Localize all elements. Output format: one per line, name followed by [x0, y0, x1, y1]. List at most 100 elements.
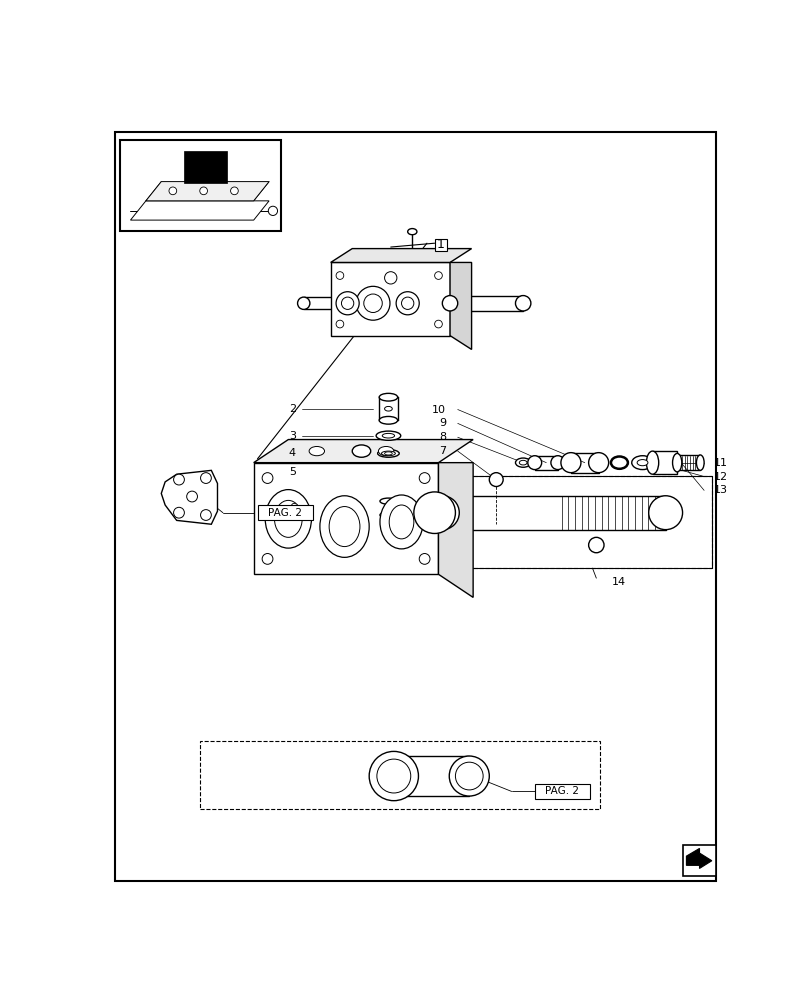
Circle shape — [418, 473, 430, 483]
Bar — [434, 239, 446, 251]
Circle shape — [200, 473, 211, 483]
Circle shape — [174, 507, 184, 518]
Ellipse shape — [320, 496, 369, 557]
Circle shape — [187, 491, 197, 502]
Circle shape — [200, 187, 208, 195]
Ellipse shape — [379, 393, 397, 401]
Bar — [200, 741, 599, 809]
Ellipse shape — [672, 453, 681, 472]
Ellipse shape — [425, 496, 459, 530]
Text: PAG. 2: PAG. 2 — [545, 786, 579, 796]
Circle shape — [341, 297, 354, 309]
Text: 9: 9 — [439, 418, 445, 428]
Circle shape — [268, 206, 277, 215]
Circle shape — [356, 286, 389, 320]
Text: 10: 10 — [431, 405, 445, 415]
Ellipse shape — [588, 453, 608, 473]
Circle shape — [588, 537, 603, 553]
Ellipse shape — [388, 505, 414, 539]
Bar — [120, 140, 281, 231]
Polygon shape — [131, 201, 268, 220]
Polygon shape — [330, 262, 449, 336]
Ellipse shape — [384, 452, 392, 455]
Bar — [682, 845, 715, 876]
Ellipse shape — [274, 500, 302, 537]
Bar — [534, 784, 590, 799]
Text: 11: 11 — [713, 458, 727, 468]
Circle shape — [230, 187, 238, 195]
Ellipse shape — [696, 455, 703, 470]
Ellipse shape — [380, 495, 423, 549]
Circle shape — [336, 292, 358, 315]
Circle shape — [384, 272, 397, 284]
Polygon shape — [685, 848, 711, 868]
Ellipse shape — [379, 416, 397, 424]
Ellipse shape — [560, 453, 580, 473]
Polygon shape — [652, 451, 676, 474]
Text: 2: 2 — [289, 404, 296, 414]
Ellipse shape — [610, 456, 627, 469]
Ellipse shape — [455, 762, 483, 790]
Ellipse shape — [376, 759, 410, 793]
Circle shape — [169, 187, 177, 195]
Text: 1: 1 — [436, 238, 444, 251]
Ellipse shape — [646, 451, 658, 474]
Ellipse shape — [414, 492, 455, 533]
Circle shape — [396, 292, 418, 315]
Text: 5: 5 — [289, 467, 296, 477]
Circle shape — [200, 510, 211, 520]
Ellipse shape — [378, 446, 393, 456]
Text: 13: 13 — [713, 485, 727, 495]
Bar — [257, 505, 312, 520]
Ellipse shape — [550, 456, 564, 470]
Ellipse shape — [448, 756, 489, 796]
Text: 4: 4 — [289, 448, 296, 458]
Ellipse shape — [309, 446, 324, 456]
Ellipse shape — [648, 496, 682, 530]
Ellipse shape — [265, 490, 311, 548]
Bar — [438, 476, 711, 568]
Ellipse shape — [352, 445, 371, 457]
Text: 7: 7 — [439, 446, 445, 456]
Text: 8: 8 — [439, 432, 445, 442]
Ellipse shape — [384, 406, 392, 411]
Ellipse shape — [328, 507, 359, 547]
Circle shape — [363, 294, 382, 312]
Polygon shape — [161, 470, 217, 524]
Ellipse shape — [527, 456, 541, 470]
Ellipse shape — [377, 450, 399, 457]
Polygon shape — [253, 463, 438, 574]
Circle shape — [434, 272, 442, 279]
Polygon shape — [438, 463, 473, 597]
Circle shape — [418, 554, 430, 564]
Ellipse shape — [515, 296, 530, 311]
Ellipse shape — [381, 451, 395, 456]
Text: 3: 3 — [289, 431, 296, 441]
Text: 14: 14 — [611, 577, 625, 587]
Circle shape — [434, 320, 442, 328]
Ellipse shape — [382, 433, 394, 438]
Polygon shape — [253, 440, 473, 463]
Ellipse shape — [519, 460, 526, 465]
Circle shape — [489, 473, 503, 487]
Text: PAG. 2: PAG. 2 — [268, 508, 302, 518]
Ellipse shape — [631, 456, 653, 470]
Ellipse shape — [384, 522, 392, 527]
Ellipse shape — [442, 296, 457, 311]
Circle shape — [262, 473, 272, 483]
Circle shape — [174, 474, 184, 485]
Ellipse shape — [515, 458, 530, 467]
Circle shape — [401, 297, 414, 309]
Bar — [184, 151, 226, 183]
Polygon shape — [146, 182, 268, 201]
Circle shape — [336, 320, 343, 328]
Ellipse shape — [375, 431, 401, 440]
Text: 6: 6 — [289, 503, 296, 513]
Ellipse shape — [637, 460, 647, 466]
Ellipse shape — [407, 229, 416, 235]
Circle shape — [336, 272, 343, 279]
Ellipse shape — [380, 498, 397, 504]
Bar — [438, 476, 711, 568]
Polygon shape — [449, 262, 471, 349]
Polygon shape — [330, 249, 471, 262]
